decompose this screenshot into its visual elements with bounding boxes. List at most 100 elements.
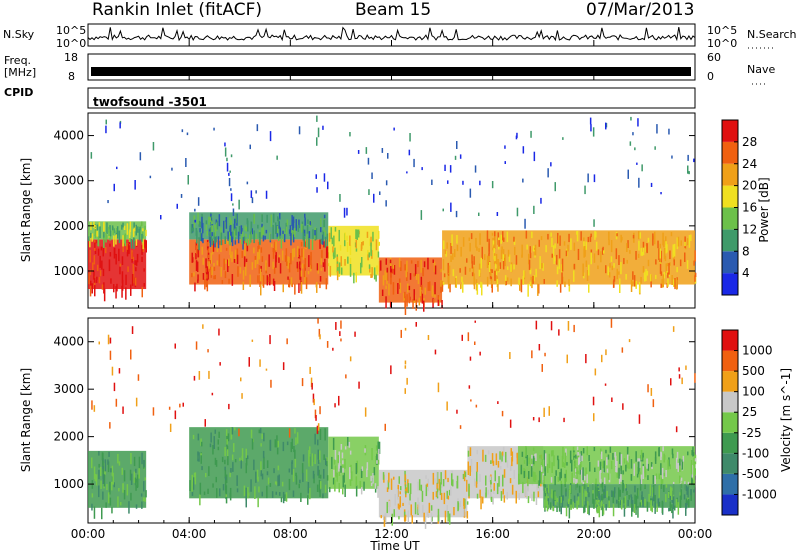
heatmap-speckle: [547, 504, 549, 509]
heatmap-speckle: [506, 460, 509, 468]
heatmap-speckle: [620, 470, 622, 482]
heatmap-speckle: [462, 473, 465, 480]
heatmap-speckle: [530, 276, 532, 280]
heatmap-speckle: [578, 485, 581, 493]
heatmap-speckle: [404, 511, 406, 518]
heatmap-speckle: [301, 223, 303, 233]
heatmap-speckle: [206, 280, 209, 292]
heatmap-speckle: [573, 242, 576, 251]
heatmap-speckle: [596, 487, 599, 497]
heatmap-speckle: [544, 499, 546, 511]
heatmap-speckle: [677, 502, 680, 515]
heatmap-speckle: [228, 258, 230, 267]
heatmap-speckle: [680, 477, 683, 481]
heatmap-speckle: [464, 266, 467, 275]
heatmap-speckle: [319, 283, 321, 289]
heatmap-speckle: [659, 248, 661, 259]
heatmap-speckle: [317, 439, 319, 446]
heatmap-speckle: [553, 490, 555, 501]
heatmap-speckle: [558, 503, 561, 512]
heatmap-scatter: [627, 169, 629, 179]
heatmap-speckle: [195, 227, 198, 236]
heatmap-speckle: [353, 272, 355, 284]
heatmap-speckle: [537, 283, 539, 296]
heatmap-speckle: [399, 496, 401, 508]
heatmap-speckle: [629, 250, 631, 254]
colorbar-swatch: [722, 330, 738, 351]
heatmap-speckle: [318, 469, 320, 479]
heatmap-scatter: [327, 181, 329, 190]
heatmap-speckle: [427, 282, 429, 291]
heatmap-speckle: [529, 281, 532, 287]
heatmap-scatter: [349, 132, 351, 137]
heatmap-speckle: [407, 283, 409, 293]
heatmap-speckle: [225, 429, 228, 441]
heatmap-speckle: [192, 227, 194, 232]
heatmap-speckle: [567, 498, 570, 505]
heatmap-speckle: [129, 221, 132, 232]
heatmap-speckle: [459, 500, 461, 507]
heatmap-speckle: [426, 483, 428, 487]
heatmap-speckle: [626, 243, 628, 252]
heatmap-speckle: [347, 256, 349, 264]
heatmap-speckle: [225, 247, 228, 251]
heatmap-speckle: [344, 446, 347, 450]
heatmap-scatter: [357, 150, 360, 154]
heatmap-scatter: [288, 428, 291, 438]
heatmap-speckle: [548, 460, 551, 469]
heatmap-speckle: [553, 256, 555, 265]
heatmap-speckle: [224, 446, 226, 457]
heatmap-scatter: [343, 207, 346, 218]
heatmap-scatter: [241, 393, 243, 399]
heatmap-speckle: [503, 237, 505, 242]
heatmap-scatter: [461, 334, 463, 341]
nsearch-tick-top: 10^5: [707, 24, 738, 37]
heatmap-speckle: [478, 269, 481, 277]
heatmap-speckle: [224, 221, 226, 229]
heatmap-speckle: [500, 465, 502, 470]
x-tick-label: 12:00: [374, 527, 409, 541]
heatmap-speckle: [482, 496, 484, 504]
heatmap-scatter: [219, 362, 221, 366]
heatmap-speckle: [623, 258, 625, 265]
heatmap-speckle: [245, 448, 247, 458]
heatmap-scatter: [345, 374, 347, 379]
heatmap-speckle: [428, 502, 431, 513]
heatmap-speckle: [492, 496, 494, 505]
heatmap-speckle: [118, 230, 121, 243]
heatmap-speckle: [124, 233, 127, 247]
heatmap-speckle: [584, 490, 586, 501]
heatmap-scatter: [118, 368, 121, 374]
heatmap-speckle: [497, 284, 499, 292]
heatmap-scatter: [434, 349, 437, 355]
heatmap-speckle: [273, 213, 275, 223]
heatmap-speckle: [235, 227, 237, 236]
heatmap-speckle: [485, 475, 487, 486]
heatmap-speckle: [245, 487, 247, 501]
heatmap-speckle: [373, 267, 376, 280]
heatmap-speckle: [522, 276, 524, 285]
heatmap-speckle: [616, 499, 618, 504]
heatmap-speckle: [469, 447, 472, 456]
heatmap-speckle: [367, 254, 369, 261]
heatmap-speckle: [301, 263, 304, 269]
heatmap-speckle: [218, 254, 221, 267]
heatmap-speckle: [211, 238, 213, 246]
heatmap-speckle: [658, 448, 660, 457]
heatmap-speckle: [603, 491, 605, 496]
heatmap-speckle: [225, 259, 227, 264]
heatmap-speckle: [418, 479, 421, 491]
heatmap-speckle: [547, 498, 549, 510]
heatmap-speckle: [196, 245, 198, 254]
heatmap-speckle: [349, 264, 352, 277]
heatmap-speckle: [551, 237, 553, 248]
heatmap-speckle: [594, 231, 596, 240]
heatmap-speckle: [111, 507, 113, 514]
heatmap-speckle: [422, 504, 424, 514]
heatmap-speckle: [215, 219, 218, 225]
heatmap-scatter: [174, 343, 176, 349]
heatmap-speckle: [661, 500, 664, 514]
heatmap-speckle: [492, 240, 495, 248]
heatmap-speckle: [342, 488, 344, 495]
heatmap-speckle: [670, 232, 673, 237]
